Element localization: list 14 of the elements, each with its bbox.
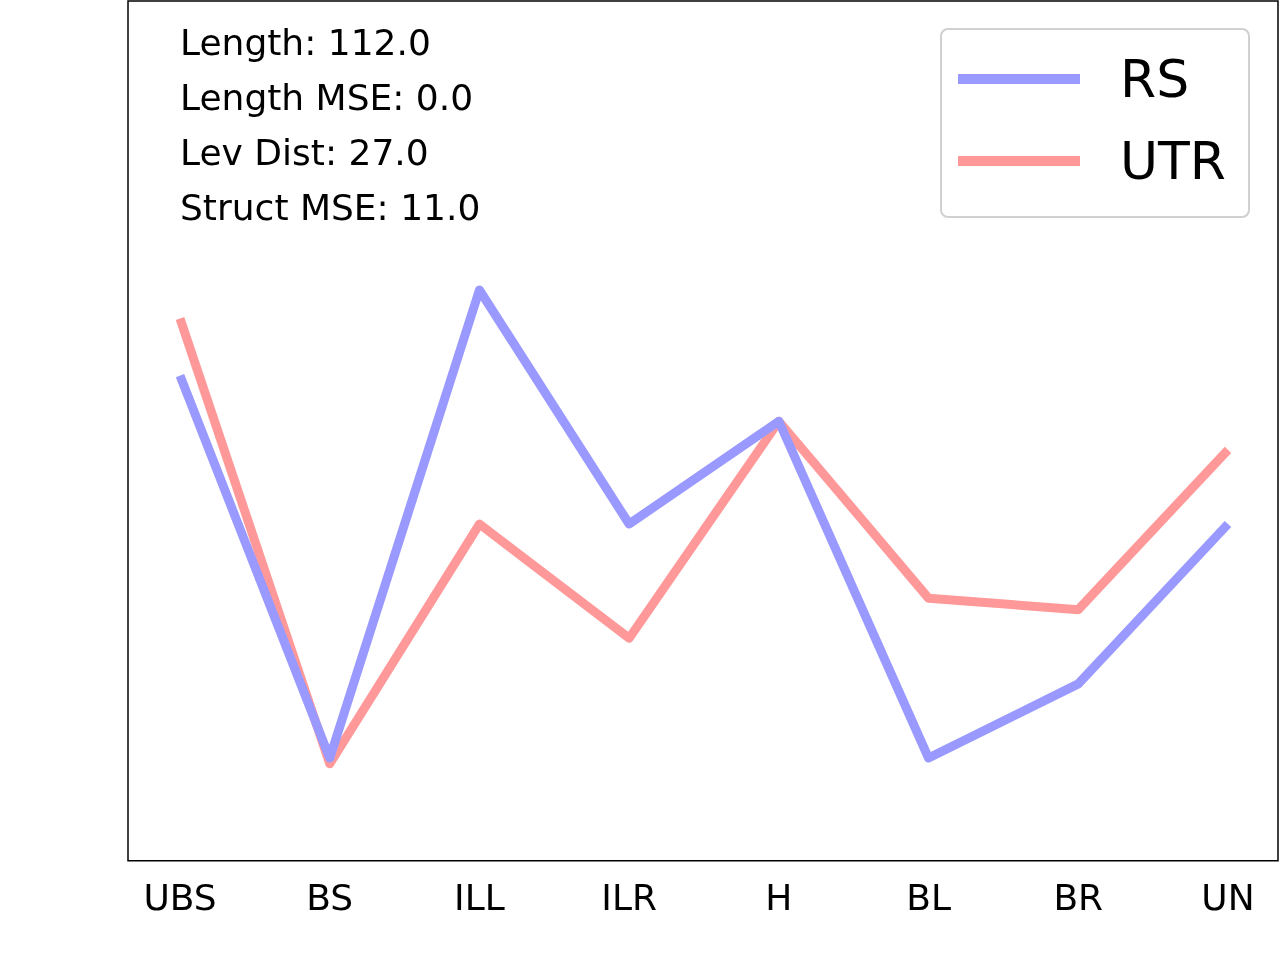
text: Lev Dist: 27.0	[180, 132, 429, 173]
x-tick-label: BS	[306, 876, 354, 918]
legend-label: UTR	[1120, 131, 1226, 191]
text: Length MSE: 0.0	[180, 77, 474, 118]
x-tick-label: UN	[1201, 876, 1255, 918]
x-tick-label: BR	[1053, 876, 1104, 918]
text: Length: 112.0	[180, 22, 431, 63]
x-tick-label: ILL	[454, 876, 505, 918]
text: Struct MSE: 11.0	[180, 187, 481, 228]
x-tick-label: UBS	[143, 876, 217, 918]
x-tick-label: BL	[906, 876, 951, 918]
legend-label: RS	[1120, 49, 1190, 109]
x-tick-label: H	[765, 876, 793, 918]
x-tick-label: ILR	[601, 876, 657, 918]
